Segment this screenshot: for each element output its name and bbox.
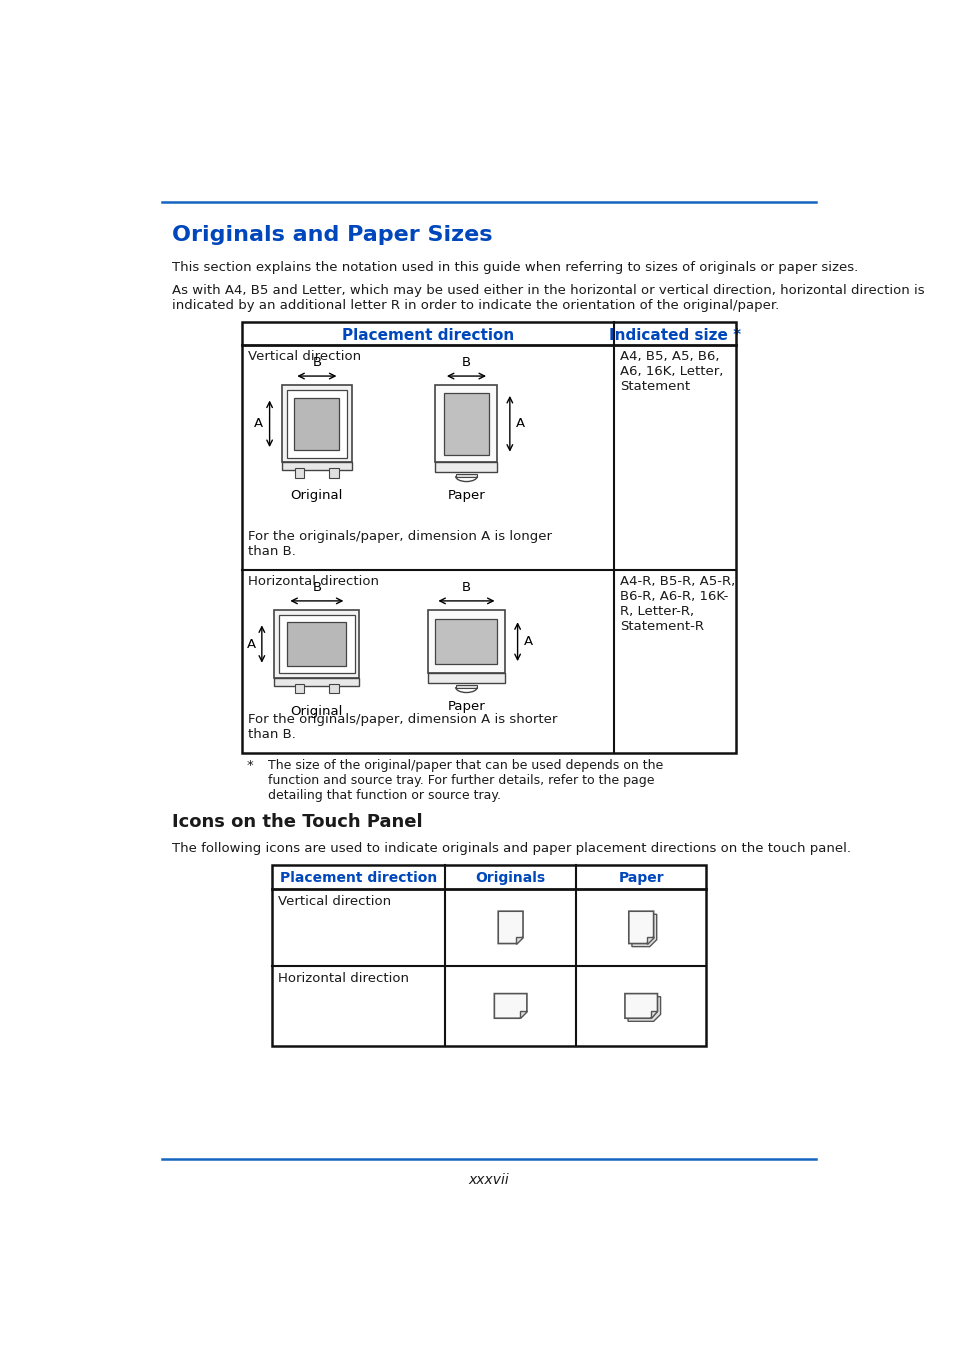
Bar bbox=[456, 474, 476, 477]
Polygon shape bbox=[650, 1011, 657, 1018]
Text: B: B bbox=[312, 580, 321, 594]
Bar bbox=[435, 385, 497, 462]
Bar bbox=[286, 390, 347, 458]
Text: Paper: Paper bbox=[447, 489, 485, 502]
Polygon shape bbox=[628, 911, 653, 944]
Bar bbox=[435, 620, 497, 664]
Bar bbox=[329, 684, 338, 694]
Bar bbox=[435, 462, 497, 471]
Text: Horizontal direction: Horizontal direction bbox=[278, 972, 409, 986]
Text: A: A bbox=[523, 636, 533, 648]
Text: Paper: Paper bbox=[447, 701, 485, 713]
Text: A4-R, B5-R, A5-R,
B6-R, A6-R, 16K-
R, Letter-R,
Statement-R: A4-R, B5-R, A5-R, B6-R, A6-R, 16K- R, Le… bbox=[619, 575, 735, 633]
Bar bbox=[274, 610, 359, 678]
Text: Originals and Paper Sizes: Originals and Paper Sizes bbox=[172, 225, 492, 246]
Bar bbox=[294, 684, 304, 694]
Bar bbox=[278, 614, 355, 674]
Bar bbox=[294, 398, 339, 450]
Bar bbox=[272, 865, 705, 1046]
Bar bbox=[282, 462, 352, 470]
Text: Original: Original bbox=[291, 705, 343, 718]
Polygon shape bbox=[519, 1011, 526, 1018]
Text: B: B bbox=[461, 356, 471, 369]
Bar bbox=[329, 468, 338, 478]
Text: A: A bbox=[516, 417, 524, 431]
Polygon shape bbox=[497, 911, 522, 944]
Text: For the originals/paper, dimension A is longer
than B.: For the originals/paper, dimension A is … bbox=[248, 531, 552, 558]
Text: xxxvii: xxxvii bbox=[468, 1173, 509, 1187]
Polygon shape bbox=[624, 994, 657, 1018]
Text: Indicated size *: Indicated size * bbox=[608, 328, 740, 343]
Text: Originals: Originals bbox=[475, 871, 545, 886]
Bar bbox=[274, 678, 359, 686]
Bar bbox=[456, 684, 476, 688]
Polygon shape bbox=[646, 937, 653, 944]
Text: Vertical direction: Vertical direction bbox=[278, 895, 391, 909]
Text: As with A4, B5 and Letter, which may be used either in the horizontal or vertica: As with A4, B5 and Letter, which may be … bbox=[172, 284, 923, 312]
Text: Paper: Paper bbox=[618, 871, 663, 886]
Text: The size of the original/paper that can be used depends on the
function and sour: The size of the original/paper that can … bbox=[268, 759, 662, 802]
Polygon shape bbox=[631, 914, 656, 946]
Bar bbox=[443, 393, 488, 455]
Polygon shape bbox=[516, 937, 522, 944]
Text: Vertical direction: Vertical direction bbox=[248, 350, 360, 363]
Text: Placement direction: Placement direction bbox=[341, 328, 514, 343]
Bar bbox=[282, 385, 352, 462]
Text: Icons on the Touch Panel: Icons on the Touch Panel bbox=[172, 813, 422, 830]
Bar bbox=[241, 323, 736, 753]
Text: The following icons are used to indicate originals and paper placement direction: The following icons are used to indicate… bbox=[172, 842, 850, 855]
Bar bbox=[427, 674, 505, 683]
Bar bbox=[287, 622, 346, 666]
Text: A4, B5, A5, B6,
A6, 16K, Letter,
Statement: A4, B5, A5, B6, A6, 16K, Letter, Stateme… bbox=[619, 350, 722, 393]
Bar bbox=[427, 610, 505, 674]
Text: Horizontal direction: Horizontal direction bbox=[248, 575, 378, 587]
Text: A: A bbox=[254, 417, 263, 431]
Bar bbox=[294, 468, 304, 478]
Text: B: B bbox=[461, 580, 471, 594]
Text: Placement direction: Placement direction bbox=[279, 871, 436, 886]
Text: A: A bbox=[246, 637, 255, 651]
Text: *: * bbox=[246, 759, 253, 772]
Text: Original: Original bbox=[291, 489, 343, 502]
Text: B: B bbox=[312, 356, 321, 369]
Text: This section explains the notation used in this guide when referring to sizes of: This section explains the notation used … bbox=[172, 261, 858, 274]
Polygon shape bbox=[627, 996, 659, 1022]
Polygon shape bbox=[494, 994, 526, 1018]
Text: For the originals/paper, dimension A is shorter
than B.: For the originals/paper, dimension A is … bbox=[248, 713, 557, 741]
